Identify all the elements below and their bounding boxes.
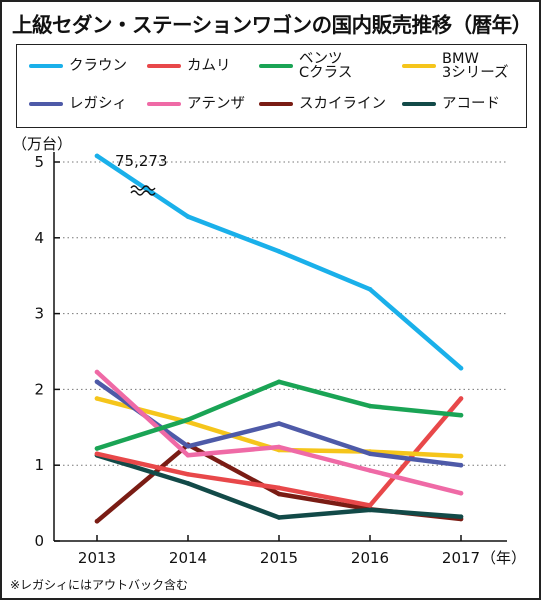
data-point — [185, 453, 191, 458]
data-point — [367, 503, 373, 508]
data-point — [276, 249, 282, 254]
data-point — [94, 451, 100, 457]
x-tick-label: 2013 — [78, 549, 116, 567]
data-point — [276, 491, 282, 497]
legend-label: アコード — [442, 96, 500, 112]
data-point — [367, 468, 373, 473]
y-tick-label: 4 — [34, 229, 44, 247]
y-tick-label: 2 — [34, 380, 44, 398]
legend-swatch — [29, 64, 63, 68]
chart-title: 上級セダン・ステーションワゴンの国内販売推移（暦年） — [12, 13, 532, 37]
legend-item: スカイライン — [259, 91, 386, 117]
footnote: ※レガシィにはアウトバック含む — [10, 578, 189, 592]
legend-swatch — [147, 102, 181, 106]
legend-swatch — [259, 102, 293, 106]
data-point — [458, 514, 464, 519]
legend-label: レガシィ — [69, 96, 127, 112]
chart-legend: クラウン カムリ ベンツ Cクラス BMW 3シリーズレガシィ アテンザ スカイライン アコ… — [16, 44, 527, 128]
data-point — [94, 446, 100, 451]
x-tick-label: 2016 — [351, 549, 389, 567]
y-tick-label: 5 — [34, 153, 44, 171]
data-point — [94, 379, 100, 385]
break-value-label: 75,273 — [115, 152, 168, 170]
legend-swatch — [402, 64, 436, 68]
legend-item: アコード — [402, 91, 500, 117]
legend-swatch — [147, 64, 181, 68]
legend-item: BMW 3シリーズ — [402, 51, 509, 81]
legend-item: クラウン — [29, 53, 127, 79]
y-tick-label: 1 — [34, 456, 44, 474]
data-point — [367, 287, 373, 292]
legend-label: スカイライン — [299, 96, 386, 112]
data-point — [185, 444, 191, 449]
legend-label: カムリ — [187, 58, 231, 74]
legend-label: BMW 3シリーズ — [442, 51, 509, 81]
legend-item: ベンツ Cクラス — [259, 51, 353, 81]
legend-item: アテンザ — [147, 91, 245, 117]
x-tick-label: 2014 — [169, 549, 207, 567]
data-point — [276, 444, 282, 450]
data-point — [94, 153, 100, 159]
x-axis-unit: （年） — [481, 549, 526, 567]
data-point — [367, 507, 373, 513]
data-point — [94, 396, 100, 401]
data-point — [458, 453, 464, 459]
axis-break-mark — [130, 185, 156, 191]
data-point — [276, 485, 282, 491]
legend-swatch — [29, 102, 63, 106]
legend-item: カムリ — [147, 53, 231, 79]
data-point — [367, 403, 373, 409]
legend-swatch — [402, 102, 436, 106]
data-point — [185, 214, 191, 219]
legend-label: アテンザ — [187, 96, 245, 112]
data-point — [458, 396, 464, 401]
data-point — [94, 519, 100, 524]
data-point — [276, 515, 282, 520]
y-tick-label: 3 — [34, 305, 44, 323]
data-point — [185, 472, 191, 477]
legend-label: ベンツ Cクラス — [299, 51, 353, 81]
y-tick-label: 0 — [34, 532, 44, 550]
y-axis-unit: （万台） — [12, 135, 73, 153]
legend-item: レガシィ — [29, 91, 127, 117]
series-line — [94, 153, 464, 371]
data-point — [458, 412, 464, 418]
series-line — [94, 379, 464, 451]
data-point — [458, 365, 464, 371]
x-tick-label: 2015 — [260, 549, 298, 567]
legend-label: クラウン — [69, 58, 127, 74]
data-point — [458, 490, 464, 496]
data-point — [185, 417, 191, 423]
legend-swatch — [259, 64, 293, 68]
data-point — [367, 451, 373, 457]
axis-break-mark — [130, 190, 156, 196]
data-point — [185, 481, 191, 486]
data-point — [276, 421, 282, 426]
x-tick-label: 2017 — [442, 549, 480, 567]
data-point — [94, 369, 100, 375]
data-point — [276, 379, 282, 385]
data-point — [458, 462, 464, 468]
